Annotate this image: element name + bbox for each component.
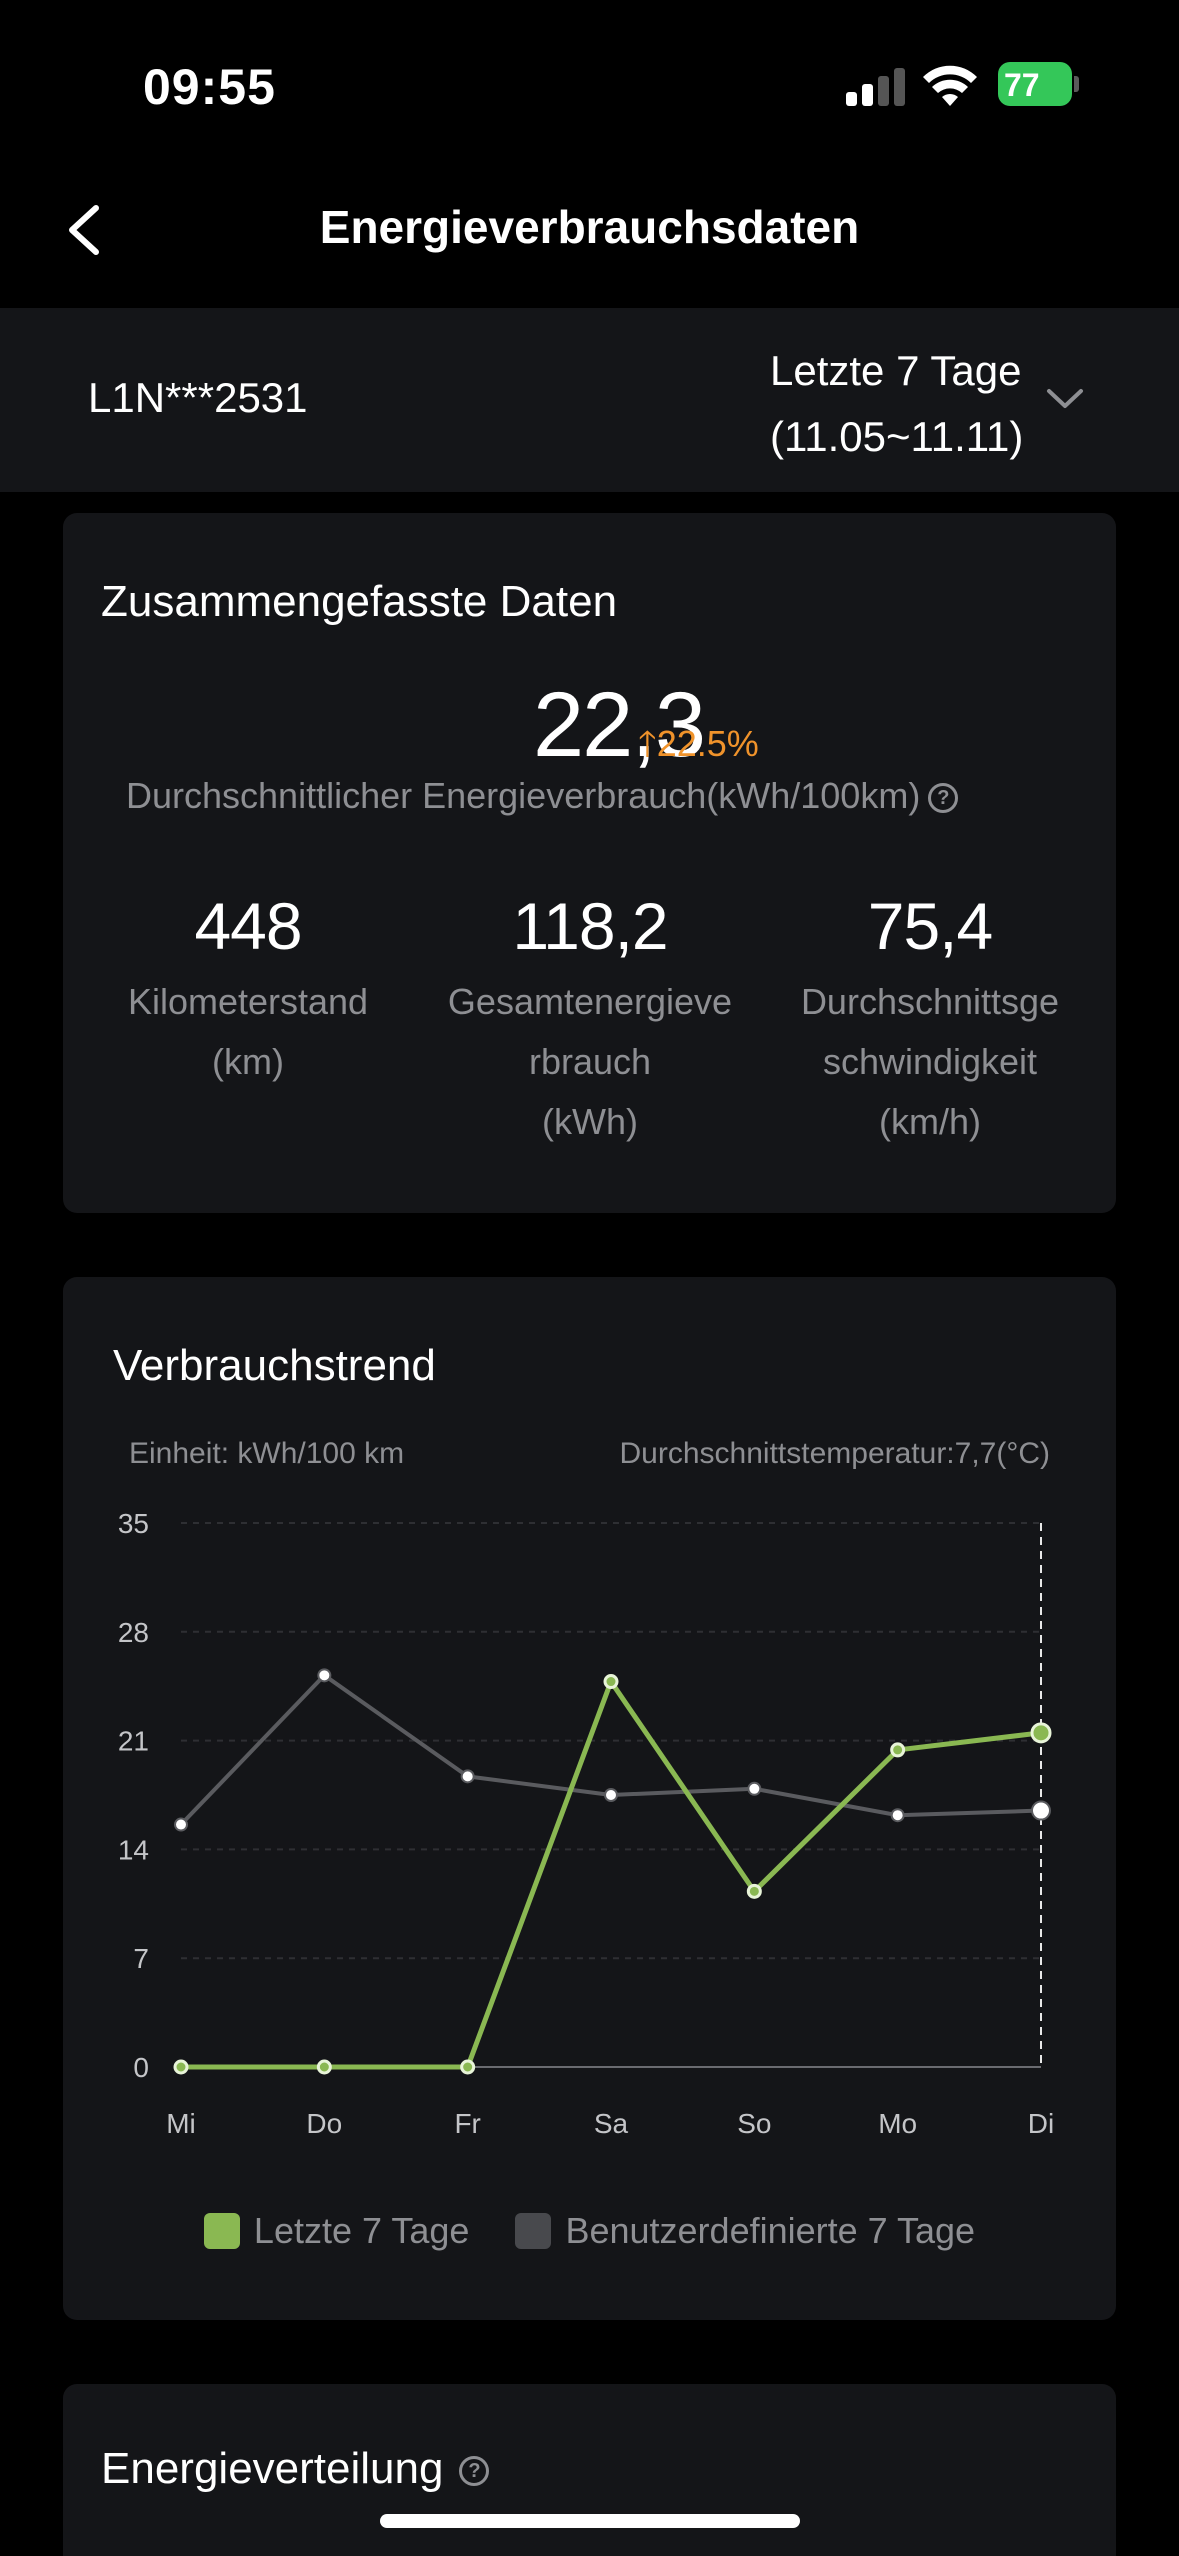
stat-label: Kilometerstand (km) xyxy=(88,972,408,1092)
data-point xyxy=(316,2059,332,2075)
y-tick-label: 0 xyxy=(133,2052,149,2083)
stat-total-energy: 118,2 Gesamtenergieve rbrauch (kWh) xyxy=(430,888,750,1152)
x-tick-label: Mi xyxy=(166,2108,196,2139)
avg-consumption-label-text: Durchschnittlicher Energieverbrauch(kWh/… xyxy=(126,775,921,816)
page-title: Energieverbrauchsdaten xyxy=(319,201,860,253)
data-point xyxy=(746,1883,762,1899)
arrow-up-icon: 🡑 xyxy=(638,723,657,764)
nav-header: Energieverbrauchsdaten xyxy=(0,160,1179,308)
y-tick-label: 21 xyxy=(118,1726,149,1757)
y-tick-label: 14 xyxy=(118,1834,149,1865)
y-tick-label: 7 xyxy=(133,1943,149,1974)
data-point xyxy=(747,1781,762,1796)
avg-consumption-label: Durchschnittlicher Energieverbrauch(kWh/… xyxy=(126,775,959,817)
legend-label: Letzte 7 Tage xyxy=(253,2210,470,2251)
help-icon[interactable]: ? xyxy=(928,783,959,814)
data-point xyxy=(603,1674,619,1690)
summary-title: Zusammengefasste Daten xyxy=(101,577,618,626)
x-tick-label: Di xyxy=(1028,2108,1054,2139)
data-point xyxy=(604,1788,618,1802)
data-point xyxy=(460,2059,476,2075)
x-tick-label: Fr xyxy=(454,2108,480,2139)
data-point xyxy=(890,1742,906,1758)
data-point xyxy=(890,1808,905,1823)
trend-title: Verbrauchstrend xyxy=(113,1341,436,1390)
avg-consumption-value: 22,3 xyxy=(533,674,706,776)
stat-label-line: (km/h) xyxy=(879,1101,981,1142)
stat-value: 448 xyxy=(194,889,302,963)
data-point xyxy=(174,1817,188,1832)
change-percent: 22.5% xyxy=(656,723,759,764)
distribution-card: Energieverteilung? xyxy=(63,2384,1116,2556)
y-tick-label: 28 xyxy=(118,1617,149,1648)
stat-label: Durchschnittsge schwindigkeit (km/h) xyxy=(770,972,1090,1152)
vehicle-period-bar: L1N***2531 Letzte 7 Tage (11.05~11.11) xyxy=(0,308,1179,492)
series-line xyxy=(181,1679,1042,2070)
status-bar: 09:55 77 xyxy=(0,0,1179,160)
period-range: (11.05~11.11) xyxy=(770,413,1024,460)
stat-label-line: (kWh) xyxy=(542,1101,638,1142)
consumption-change: 🡑22.5% xyxy=(638,718,759,779)
stat-label-line: Kilometerstand xyxy=(127,981,369,1022)
avg-temperature-label: Durchschnittstemperatur:7,7(°C) xyxy=(619,1437,1050,1470)
data-point xyxy=(1031,1800,1051,1821)
wifi-icon xyxy=(923,65,977,106)
chevron-down-icon[interactable] xyxy=(1045,386,1085,412)
stat-value: 75,4 xyxy=(867,889,993,963)
stat-mileage: 448 Kilometerstand (km) xyxy=(88,888,408,1092)
y-tick-label: 35 xyxy=(118,1508,149,1539)
trend-card: Verbrauchstrend Einheit: kWh/100 km Durc… xyxy=(63,1277,1116,2320)
stat-avg-speed: 75,4 Durchschnittsge schwindigkeit (km/h… xyxy=(770,888,1090,1152)
legend-label: Benutzerdefinierte 7 Tage xyxy=(565,2210,976,2251)
legend-swatch xyxy=(515,2213,552,2249)
back-arrow-icon[interactable] xyxy=(60,200,110,260)
period-selector[interactable]: Letzte 7 Tage (11.05~11.11) xyxy=(770,338,1023,470)
chart-legend: Letzte 7 Tage Benutzerdefinierte 7 Tage xyxy=(63,2210,1116,2252)
x-tick-label: Mo xyxy=(878,2108,917,2139)
help-icon[interactable]: ? xyxy=(459,2456,490,2487)
stat-label: Gesamtenergieve rbrauch (kWh) xyxy=(430,972,750,1152)
stat-label-line: schwindigkeit xyxy=(822,1041,1038,1082)
summary-card: Zusammengefasste Daten 22,3 🡑22.5% Durch… xyxy=(63,513,1116,1213)
status-time: 09:55 xyxy=(143,59,276,115)
x-tick-label: Do xyxy=(306,2108,342,2139)
data-point xyxy=(1030,1722,1052,1744)
distribution-title: Energieverteilung? xyxy=(101,2444,490,2494)
battery-icon: 77 xyxy=(998,62,1079,106)
home-indicator xyxy=(380,2514,800,2528)
stat-label-line: Durchschnittsge xyxy=(800,981,1060,1022)
period-label: Letzte 7 Tage xyxy=(770,347,1022,394)
stat-value: 118,2 xyxy=(512,889,668,963)
data-point xyxy=(460,1769,475,1784)
legend-item-custom-7-days[interactable]: Benutzerdefinierte 7 Tage xyxy=(515,2210,975,2252)
stat-label-line: rbrauch xyxy=(528,1041,652,1082)
distribution-title-text: Energieverteilung xyxy=(101,2444,444,2493)
stat-label-line: Gesamtenergieve xyxy=(447,981,733,1022)
data-point xyxy=(173,2059,189,2075)
battery-level: 77 xyxy=(1004,67,1040,103)
legend-item-last-7-days[interactable]: Letzte 7 Tage xyxy=(203,2210,470,2252)
x-tick-label: So xyxy=(737,2108,771,2139)
consumption-trend-chart[interactable]: 0 7 14 21 28 35 Mi Do Fr Sa So Mo Di xyxy=(63,1277,1116,2320)
data-point xyxy=(317,1668,332,1683)
cellular-signal-icon xyxy=(846,66,906,106)
vehicle-id: L1N***2531 xyxy=(88,374,308,421)
legend-swatch xyxy=(203,2213,240,2249)
stat-label-line: (km) xyxy=(212,1041,284,1082)
chart-unit-label: Einheit: kWh/100 km xyxy=(129,1437,405,1470)
x-tick-label: Sa xyxy=(594,2108,629,2139)
